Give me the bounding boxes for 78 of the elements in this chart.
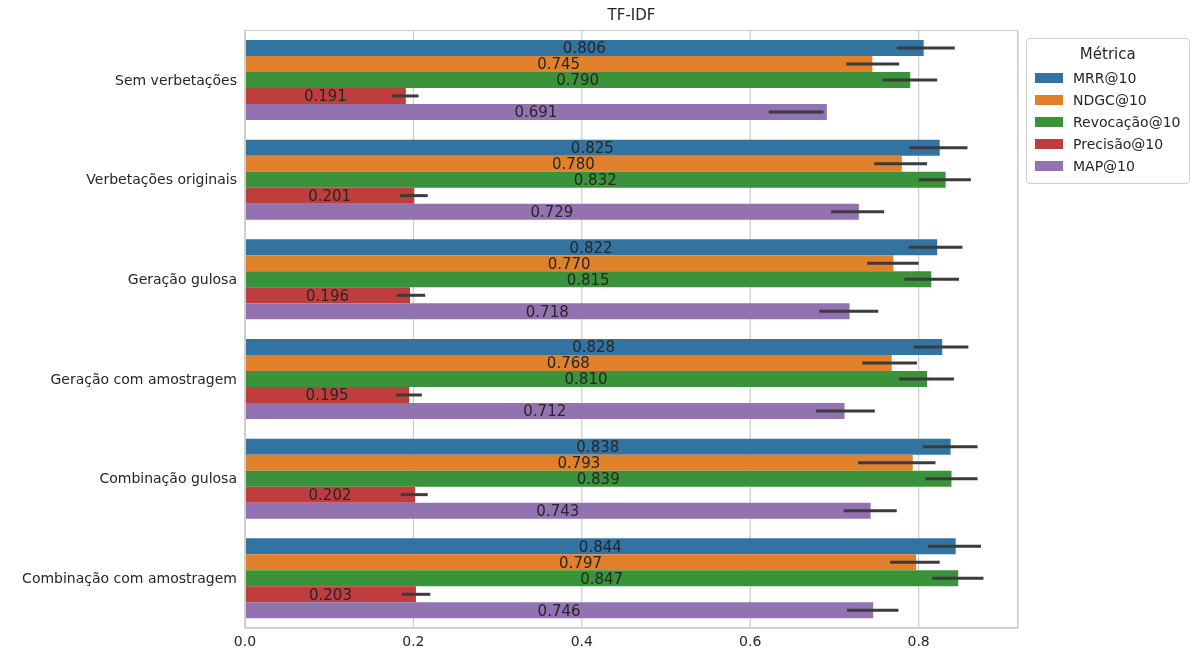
data-label: 0.825 <box>570 138 614 157</box>
data-label: 0.839 <box>576 469 620 488</box>
bar <box>245 55 873 72</box>
data-label: 0.790 <box>556 71 600 90</box>
data-label: 0.797 <box>559 553 603 572</box>
chart-title: TF-IDF <box>606 6 657 24</box>
bar <box>245 239 938 256</box>
data-label: 0.793 <box>557 453 601 472</box>
data-label: 0.844 <box>578 537 622 556</box>
x-tick-label: 0.0 <box>233 632 257 649</box>
y-tick-label: Geração com amostragem <box>50 370 237 387</box>
legend-title: Métrica <box>1078 45 1137 63</box>
data-label: 0.729 <box>530 202 574 221</box>
data-label: 0.191 <box>303 87 347 106</box>
data-label: 0.718 <box>525 302 569 321</box>
data-label: 0.746 <box>537 601 581 620</box>
bar <box>245 602 874 619</box>
x-tick-label: 0.6 <box>739 632 762 649</box>
legend-label: NDGC@10 <box>1073 92 1147 108</box>
y-tick-label: Combinação com amostragem <box>22 570 237 587</box>
bar <box>245 255 894 272</box>
data-label: 0.810 <box>564 370 608 389</box>
legend-label: MAP@10 <box>1073 158 1135 174</box>
data-label: 0.828 <box>572 338 616 357</box>
bar <box>245 71 911 88</box>
data-label: 0.691 <box>514 103 558 122</box>
x-tick-label: 0.2 <box>402 632 425 649</box>
bar <box>245 303 850 320</box>
legend-label: Revocação@10 <box>1073 114 1181 130</box>
bar <box>245 87 406 104</box>
data-label: 0.203 <box>308 585 352 604</box>
bar <box>245 370 928 387</box>
data-label: 0.847 <box>580 569 624 588</box>
bar <box>245 187 415 204</box>
data-label: 0.832 <box>573 170 617 189</box>
bar <box>245 470 952 487</box>
data-label: 0.822 <box>569 238 613 257</box>
bar <box>245 454 913 471</box>
y-tick-label: Verbetações originais <box>86 171 237 188</box>
bar <box>245 502 871 519</box>
data-label: 0.202 <box>308 485 352 504</box>
data-label: 0.780 <box>551 154 595 173</box>
bar <box>245 486 416 503</box>
x-tick-label: 0.8 <box>907 632 930 649</box>
bar <box>245 386 410 403</box>
data-label: 0.838 <box>576 437 620 456</box>
legend-label: MRR@10 <box>1073 70 1137 86</box>
data-label: 0.195 <box>305 386 349 405</box>
data-label: 0.712 <box>523 402 567 421</box>
data-label: 0.770 <box>547 254 591 273</box>
bar <box>245 203 859 220</box>
bar <box>245 39 924 56</box>
bar <box>245 103 827 120</box>
bar <box>245 570 959 587</box>
bar <box>245 271 932 288</box>
data-label: 0.196 <box>306 286 349 305</box>
data-label: 0.201 <box>308 186 352 205</box>
bar <box>245 438 951 455</box>
bar <box>245 354 892 371</box>
bar <box>245 554 917 571</box>
y-tick-label: Sem verbetações <box>115 71 237 88</box>
y-tick-label: Combinação gulosa <box>99 470 237 487</box>
data-label: 0.806 <box>562 39 606 58</box>
legend-label: Precisão@10 <box>1073 136 1164 152</box>
y-tick-label: Geração gulosa <box>127 271 237 288</box>
data-label: 0.815 <box>566 270 610 289</box>
bar <box>245 338 943 355</box>
bar <box>245 155 902 172</box>
x-tick-label: 0.4 <box>570 632 594 649</box>
bar <box>245 538 956 555</box>
bar <box>245 287 411 304</box>
bar <box>245 586 416 603</box>
data-label: 0.745 <box>537 55 581 74</box>
data-label: 0.743 <box>536 501 580 520</box>
bar <box>245 402 845 419</box>
bar <box>245 171 946 188</box>
data-label: 0.768 <box>546 354 590 373</box>
bar <box>245 139 940 156</box>
